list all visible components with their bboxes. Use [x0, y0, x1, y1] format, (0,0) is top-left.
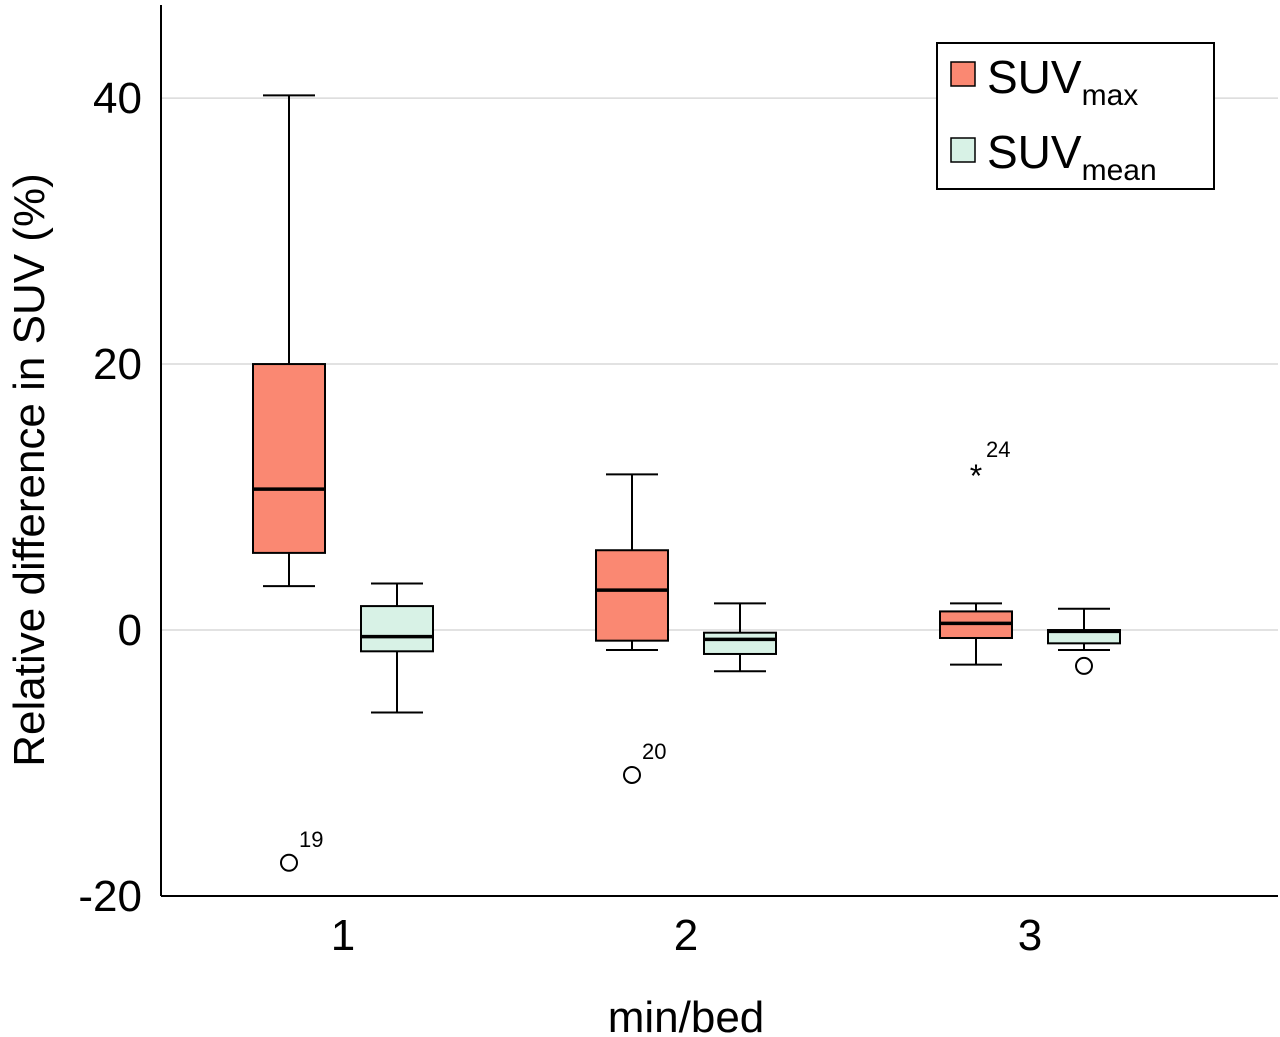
x-axis-title: min/bed [608, 993, 765, 1037]
x-tick-label: 2 [674, 911, 698, 960]
legend: SUVmax SUVmean [936, 42, 1215, 190]
y-tick-label: -20 [78, 872, 142, 921]
iqr-box [360, 605, 434, 653]
boxes [252, 94, 1121, 714]
legend-frame [936, 42, 1215, 190]
legend-label-suvmax: SUVmax [987, 51, 1138, 112]
x-tick-labels: 1 2 3 [331, 911, 1042, 960]
outlier-suvmax-cat-1: 19 [280, 827, 323, 872]
outlier-circle-marker [1075, 656, 1093, 675]
box-suvmax-cat-2 [595, 473, 669, 651]
outlier-circle-marker [623, 765, 641, 784]
outlier-label: 24 [986, 437, 1010, 462]
box-suvmean-cat-2 [703, 602, 777, 673]
box-suvmax-cat-3 [939, 602, 1013, 666]
outlier-suvmax-cat-3: *24 [970, 437, 1011, 494]
legend-label-suvmax-sub: max [1082, 79, 1139, 112]
legend-swatch-suvmean [950, 137, 976, 163]
outlier-star-marker: * [970, 458, 982, 494]
outliers: 19 20 *24 [280, 437, 1093, 872]
outlier-suvmax-cat-2: 20 [623, 739, 666, 784]
iqr-box [703, 631, 777, 655]
y-tick-labels: -20 0 20 40 [78, 74, 142, 921]
x-tick-label: 3 [1018, 911, 1042, 960]
legend-label-suvmean: SUVmean [987, 126, 1157, 187]
iqr-box [595, 549, 669, 642]
outlier-suvmean-cat-3 [1075, 656, 1093, 675]
axes [160, 5, 1278, 897]
y-tick-label: 40 [93, 74, 142, 123]
legend-label-suvmax-main: SUV [987, 51, 1082, 103]
legend-label-suvmean-sub: mean [1082, 154, 1157, 187]
x-tick-label: 1 [331, 911, 355, 960]
box-suvmean-cat-1 [360, 582, 434, 714]
outlier-label: 19 [299, 827, 323, 852]
legend-swatch-suvmax [950, 61, 976, 87]
y-tick-label: 0 [118, 606, 142, 655]
outlier-circle-marker [280, 853, 298, 872]
iqr-box [252, 363, 326, 554]
outlier-label: 20 [642, 739, 666, 764]
box-suvmax-cat-1 [252, 94, 326, 588]
y-axis-title: Relative difference in SUV (%) [5, 173, 54, 766]
y-tick-label: 20 [93, 340, 142, 389]
legend-label-suvmean-main: SUV [987, 126, 1082, 178]
box-suvmean-cat-3 [1047, 607, 1121, 651]
